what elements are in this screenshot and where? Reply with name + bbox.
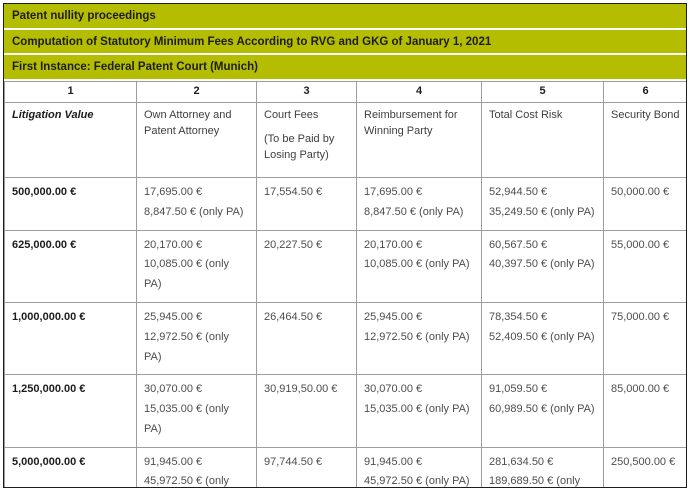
instance-heading: First Instance: Federal Patent Court (Mu… [4, 55, 686, 79]
fee-line: 30,070.00 € [144, 383, 203, 396]
own-attorney-cell: 25,945.00 € 12,972.50 € (only PA) [136, 301, 257, 376]
reimbursement-cell: 25,945.00 € 12,972.50 € (only PA) [356, 301, 482, 376]
header-security-bond: Security Bond [603, 101, 686, 178]
header-label: Security Bond [611, 108, 680, 121]
fee-line: 17,695.00 € [364, 185, 423, 198]
litigation-value-cell: 500,000.00 € [4, 176, 137, 231]
fee-line: 30,070.00 € [364, 383, 423, 396]
fee-line-pa: 8,847.50 € (only PA) [364, 205, 464, 218]
own-attorney-cell: 17,695.00 € 8,847.50 € (only PA) [136, 176, 257, 231]
fee-line: 52,944.50 € [489, 185, 548, 198]
court-fees-cell: 97,744.50 € [256, 446, 357, 487]
column-number: 1 [4, 80, 137, 103]
fee-line: 20,170.00 € [144, 238, 203, 251]
fee-line: 25,945.00 € [144, 310, 203, 323]
fee-line-pa: 12,972.50 € (only PA) [364, 330, 470, 343]
security-bond-cell: 250,500.00 € [603, 446, 686, 487]
header-total-cost-risk: Total Cost Risk [481, 101, 604, 178]
column-number: 5 [481, 80, 604, 103]
total-cost-risk-cell: 281,634.50 € 189,689.50 € (only PA) [481, 446, 604, 488]
column-number: 6 [603, 80, 686, 103]
table-row: 625,000.00 € 20,170.00 € 10,085.00 € (on… [4, 229, 686, 303]
fee-line-pa: 45,972.50 € (only PA) [144, 475, 230, 488]
header-court-fees: Court Fees (To be Paid by Losing Party) [256, 101, 357, 178]
header-label: Total Cost Risk [489, 108, 563, 121]
fee-line-pa: 10,085.00 € (only PA) [144, 258, 230, 291]
fee-line-pa: 52,409.50 € (only PA) [489, 330, 595, 343]
security-bond-cell: 55,000.00 € [603, 229, 686, 303]
table-row: 5,000,000.00 € 91,945.00 € 45,972.50 € (… [4, 446, 686, 488]
security-bond-cell: 85,000.00 € [603, 374, 686, 448]
total-cost-risk-cell: 52,944.50 € 35,249.50 € (only PA) [481, 176, 604, 231]
header-label: Litigation Value [12, 108, 94, 121]
table-row: 1,250,000.00 € 30,070.00 € 15,035.00 € (… [4, 374, 686, 448]
court-fees-cell: 30,919,50.00 € [256, 374, 357, 448]
header-label: Reimbursement for Winning Party [364, 108, 458, 137]
reimbursement-cell: 17,695.00 € 8,847.50 € (only PA) [356, 176, 482, 231]
total-cost-risk-cell: 60,567.50 € 40,397.50 € (only PA) [481, 229, 604, 303]
fee-line: 281,634.50 € [489, 455, 554, 468]
fee-line: 17,695.00 € [144, 185, 203, 198]
header-own-attorney: Own Attorney and Patent Attorney [136, 101, 257, 178]
litigation-value-cell: 5,000,000.00 € [4, 446, 137, 487]
header-reimbursement: Reimbursement for Winning Party [356, 101, 482, 178]
court-fees-cell: 17,554.50 € [256, 176, 357, 231]
litigation-value-cell: 625,000.00 € [4, 229, 137, 303]
fee-line-pa: 189,689.50 € (only PA) [489, 475, 581, 488]
fee-line: 91,945.00 € [364, 455, 423, 468]
fee-line: 60,567.50 € [489, 238, 548, 251]
column-number: 3 [256, 80, 357, 103]
fee-line-pa: 60,989.50 € (only PA) [489, 403, 595, 416]
fees-document: Patent nullity proceedings Computation o… [3, 3, 687, 488]
total-cost-risk-cell: 78,354.50 € 52,409.50 € (only PA) [481, 301, 604, 376]
header-label: Court Fees [264, 108, 319, 121]
document-subtitle: Computation of Statutory Minimum Fees Ac… [4, 29, 686, 54]
fee-line-pa: 15,035.00 € (only PA) [364, 403, 470, 416]
table-row: 500,000.00 € 17,695.00 € 8,847.50 € (onl… [4, 176, 686, 231]
litigation-value-cell: 1,250,000.00 € [4, 374, 137, 448]
total-cost-risk-cell: 91,059.50 € 60,989.50 € (only PA) [481, 374, 604, 448]
header-sublabel: (To be Paid by Losing Party) [264, 132, 335, 161]
header-label: Own Attorney and Patent Attorney [144, 108, 232, 137]
column-number: 2 [136, 80, 257, 103]
fee-line: 91,059.50 € [489, 383, 548, 396]
document-title: Patent nullity proceedings [4, 4, 686, 28]
table-row: 1,000,000.00 € 25,945.00 € 12,972.50 € (… [4, 301, 686, 376]
security-bond-cell: 50,000.00 € [603, 176, 686, 231]
own-attorney-cell: 20,170.00 € 10,085.00 € (only PA) [136, 229, 257, 303]
fee-line-pa: 15,035.00 € (only PA) [144, 403, 230, 435]
fee-line-pa: 8,847.50 € (only PA) [144, 205, 244, 218]
fee-line: 91,945.00 € [144, 455, 203, 468]
reimbursement-cell: 91,945.00 € 45,972.50 € (only PA) [356, 446, 482, 488]
fee-line: 25,945.00 € [364, 310, 423, 323]
fee-line: 20,170.00 € [364, 238, 423, 251]
fee-line-pa: 45,972.50 € (only PA) [364, 475, 470, 488]
column-number: 4 [356, 80, 482, 103]
column-header-row: Litigation Value Own Attorney and Patent… [4, 101, 686, 178]
court-fees-cell: 20,227.50 € [256, 229, 357, 303]
fee-line: 78,354.50 € [489, 310, 548, 323]
header-litigation-value: Litigation Value [4, 101, 137, 178]
fee-line-pa: 40,397.50 € (only PA) [489, 258, 595, 271]
fee-line-pa: 10,085.00 € (only PA) [364, 258, 470, 271]
own-attorney-cell: 91,945.00 € 45,972.50 € (only PA) [136, 446, 257, 488]
fee-line-pa: 35,249.50 € (only PA) [489, 205, 595, 218]
column-number-row: 1 2 3 4 5 6 [4, 80, 686, 103]
security-bond-cell: 75,000.00 € [603, 301, 686, 376]
reimbursement-cell: 20,170.00 € 10,085.00 € (only PA) [356, 229, 482, 303]
court-fees-cell: 26,464.50 € [256, 301, 357, 376]
fees-table: 1 2 3 4 5 6 Litigation Value Own Attorne… [4, 80, 686, 488]
litigation-value-cell: 1,000,000.00 € [4, 301, 137, 376]
own-attorney-cell: 30,070.00 € 15,035.00 € (only PA) [136, 374, 257, 448]
reimbursement-cell: 30,070.00 € 15,035.00 € (only PA) [356, 374, 482, 448]
fee-line-pa: 12,972.50 € (only PA) [144, 330, 230, 363]
